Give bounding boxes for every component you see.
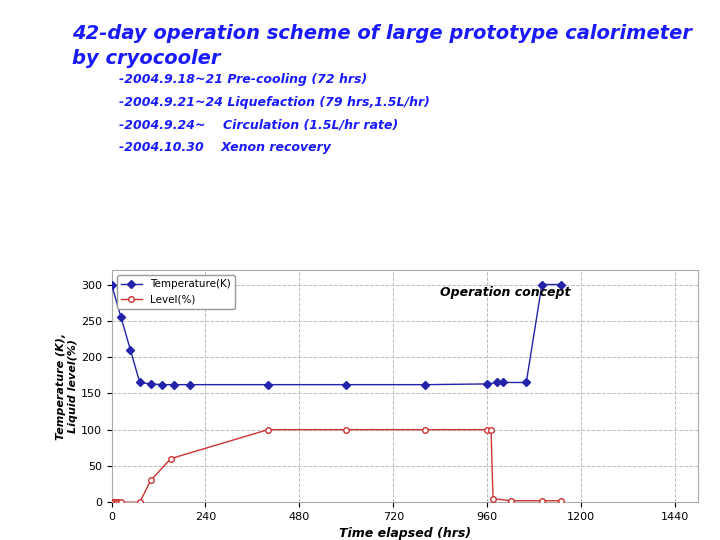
Text: 42-day operation scheme of large prototype calorimeter: 42-day operation scheme of large prototy… [72,24,692,43]
Text: -2004.9.18~21 Pre-cooling (72 hrs): -2004.9.18~21 Pre-cooling (72 hrs) [119,73,367,86]
Text: -2004.9.21~24 Liquefaction (79 hrs,1.5L/hr): -2004.9.21~24 Liquefaction (79 hrs,1.5L/… [119,96,430,109]
Y-axis label: Temperature (K),
Liquid level(%): Temperature (K), Liquid level(%) [56,333,78,440]
Text: Operation concept: Operation concept [440,286,571,299]
X-axis label: Time elapsed (hrs): Time elapsed (hrs) [339,528,471,540]
Text: -2004.10.30    Xenon recovery: -2004.10.30 Xenon recovery [119,141,330,154]
Text: -2004.9.24~    Circulation (1.5L/hr rate): -2004.9.24~ Circulation (1.5L/hr rate) [119,118,398,131]
Legend: Temperature(K), Level(%): Temperature(K), Level(%) [117,275,235,309]
Text: by cryocooler: by cryocooler [72,49,220,68]
